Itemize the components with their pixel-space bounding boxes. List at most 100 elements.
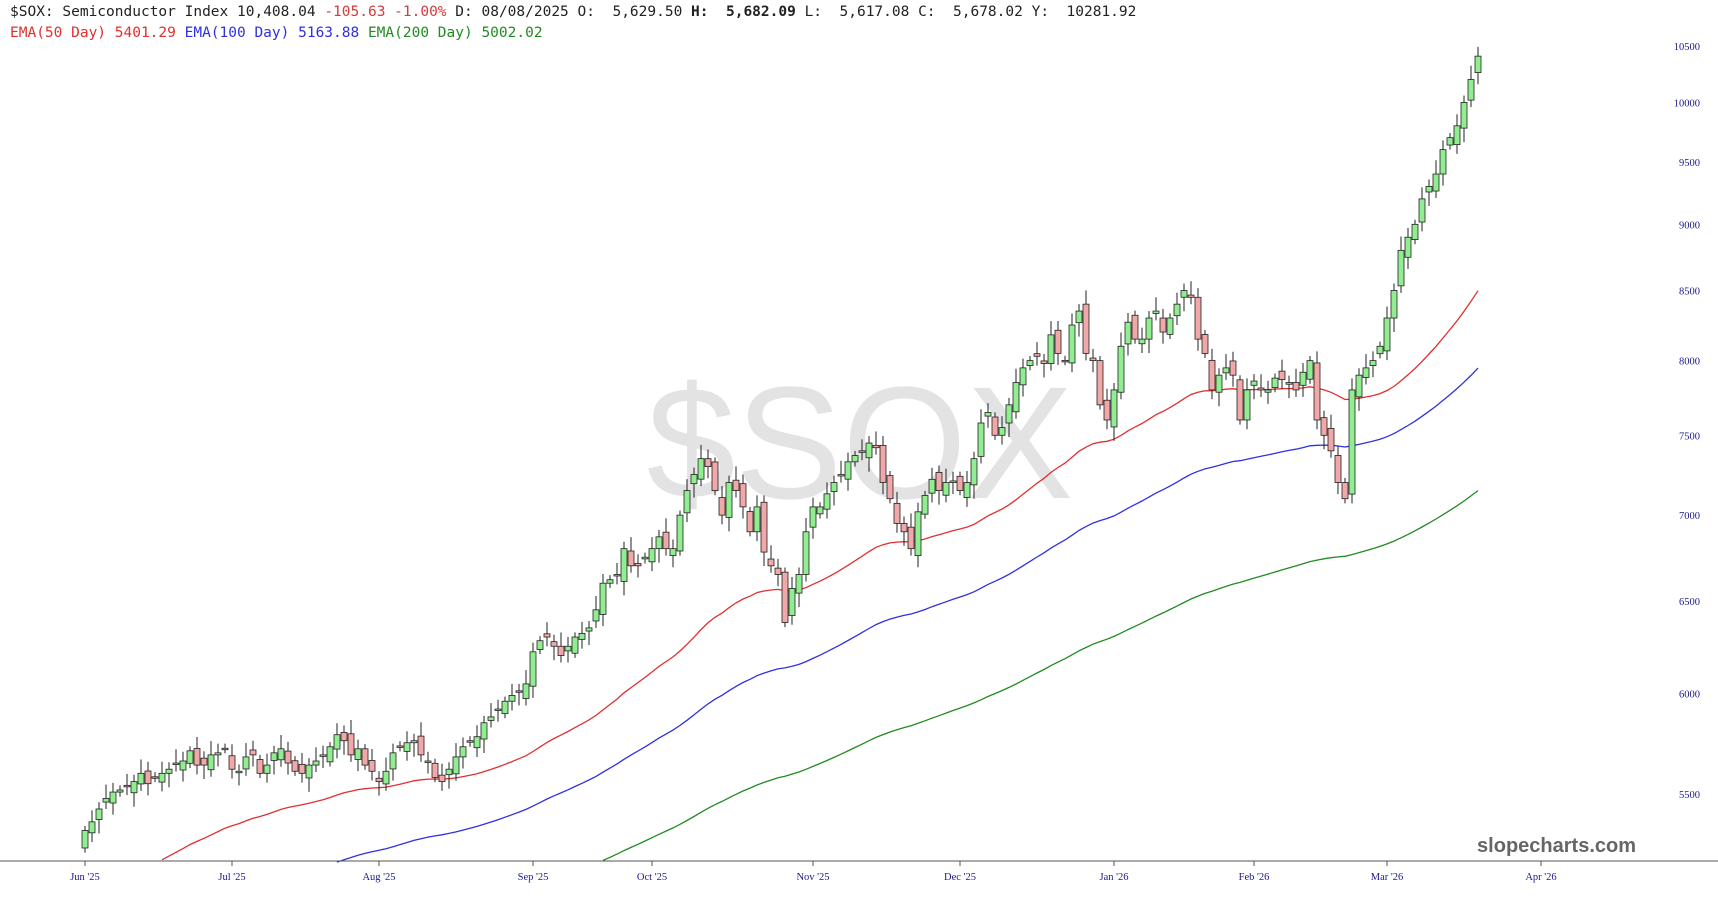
candle xyxy=(606,575,614,588)
candle-body xyxy=(879,444,887,483)
candle xyxy=(900,516,908,546)
candle xyxy=(711,457,719,496)
candle xyxy=(1334,446,1342,495)
candle xyxy=(760,495,768,567)
candle xyxy=(284,741,292,775)
candle-body xyxy=(837,474,845,477)
price-change: -105.63 xyxy=(324,4,386,20)
candle xyxy=(1271,373,1279,393)
candle-body xyxy=(529,651,537,687)
candle-body xyxy=(627,550,635,567)
candle xyxy=(1075,304,1083,337)
candle-body xyxy=(1012,382,1020,413)
candle xyxy=(1264,380,1272,404)
candle-body xyxy=(655,536,663,550)
candles xyxy=(81,46,1482,853)
last-price: 10,408.04 xyxy=(237,4,316,20)
candle xyxy=(1327,414,1335,458)
candle-body xyxy=(242,756,250,770)
candle xyxy=(683,479,691,523)
candle-body xyxy=(725,482,733,518)
candle-body xyxy=(1418,198,1426,223)
candle-body xyxy=(347,733,355,756)
candle-body xyxy=(809,506,817,528)
candle-body xyxy=(1047,334,1055,364)
y-tick-label: 5500 xyxy=(1679,790,1700,801)
y-tick-label: 6500 xyxy=(1679,597,1700,608)
candle-body xyxy=(858,450,866,453)
ema-legend: EMA(50 Day) 5401.29 EMA(100 Day) 5163.88… xyxy=(10,25,543,41)
candle xyxy=(725,475,733,532)
ema50-label: EMA(50 Day) xyxy=(10,25,107,41)
candle-body xyxy=(550,641,558,647)
candle xyxy=(326,742,334,767)
candle xyxy=(1019,358,1027,397)
candle xyxy=(375,771,383,796)
candle-body xyxy=(781,571,789,623)
candle xyxy=(172,749,180,772)
candle xyxy=(956,471,964,496)
candle xyxy=(116,785,124,797)
candle-body xyxy=(1250,380,1258,386)
candle-body xyxy=(256,759,264,774)
candle xyxy=(403,731,411,761)
candle xyxy=(277,734,285,767)
candle-body xyxy=(802,531,810,575)
candle-body xyxy=(473,736,481,749)
candle-body xyxy=(1439,149,1447,175)
candle xyxy=(1390,283,1398,332)
candle xyxy=(816,502,824,519)
candle-body xyxy=(1348,389,1356,495)
candle xyxy=(1082,290,1090,361)
candle xyxy=(1376,341,1384,359)
candle-body xyxy=(1208,359,1216,391)
candle xyxy=(788,576,796,625)
candle-body xyxy=(452,756,460,775)
candle xyxy=(1026,355,1034,371)
candle-body xyxy=(753,506,761,533)
price-change-pct: -1.00% xyxy=(394,4,447,20)
candle xyxy=(1117,332,1125,400)
candle xyxy=(746,506,754,537)
candle-body xyxy=(1222,367,1230,374)
candle xyxy=(473,725,481,757)
candle-body xyxy=(1327,427,1335,452)
candle xyxy=(1173,292,1181,326)
candle-body xyxy=(970,458,978,486)
candle xyxy=(543,622,551,647)
candle-body xyxy=(438,774,446,783)
candle-body xyxy=(1187,294,1195,298)
open-label: O: xyxy=(577,4,595,20)
candle xyxy=(1362,354,1370,385)
candle-body xyxy=(921,495,929,515)
candle xyxy=(1278,359,1286,389)
candle-body xyxy=(984,411,992,417)
candle xyxy=(732,466,740,498)
candle-body xyxy=(872,444,880,449)
candle xyxy=(844,452,852,491)
candle xyxy=(529,642,537,698)
candle xyxy=(1460,95,1468,143)
high-value: 5,682.09 xyxy=(725,4,796,20)
candle xyxy=(123,773,131,796)
candle-body xyxy=(403,742,411,752)
candle-body xyxy=(669,548,677,557)
candle xyxy=(1446,133,1454,150)
candle-body xyxy=(760,501,768,553)
candle xyxy=(158,761,166,792)
candle xyxy=(312,747,320,773)
candle-body xyxy=(1369,360,1377,366)
candle-body xyxy=(515,690,523,693)
candle-body xyxy=(1306,360,1314,380)
candle-body xyxy=(844,461,852,480)
candle-body xyxy=(1201,334,1209,354)
candle-body xyxy=(634,563,642,567)
candle xyxy=(263,753,271,783)
candle xyxy=(599,573,607,627)
candle-body xyxy=(830,482,838,492)
candle-body xyxy=(886,475,894,500)
candle-body xyxy=(1299,371,1307,386)
candle-body xyxy=(1460,102,1468,129)
